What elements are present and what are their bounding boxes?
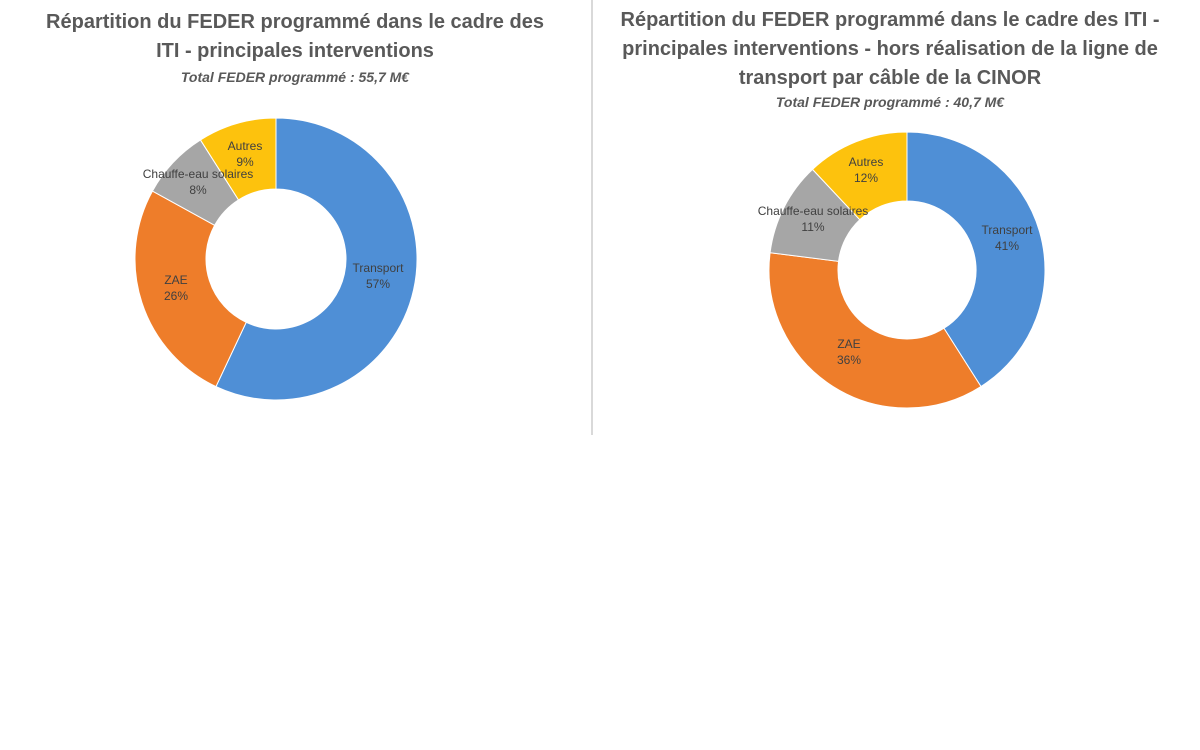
panel-divider bbox=[591, 0, 593, 435]
chart-panel-2: Répartition du FEDER programmé dans le c… bbox=[595, 0, 1185, 435]
slice-category-label: Chauffe-eau solaires bbox=[143, 167, 254, 181]
donut-slice-zae bbox=[768, 252, 982, 409]
chart-subtitle: Total FEDER programmé : 55,7 M€ bbox=[180, 69, 410, 85]
slice-category-label: Transport bbox=[982, 223, 1034, 237]
slice-value-label: 9% bbox=[236, 155, 254, 169]
slice-value-label: 12% bbox=[854, 171, 878, 185]
slice-category-label: Autres bbox=[849, 155, 884, 169]
donut-slice-transport bbox=[215, 117, 418, 401]
donut-chart: Transport 57% ZAE 26% Chauffe-eau solaires 8%… bbox=[134, 117, 418, 401]
donut-slice-transport bbox=[906, 131, 1046, 388]
donut-chart: Transport 41% ZAE 36% Chauffe-eau solaires 11… bbox=[758, 131, 1046, 409]
slice-category-label: ZAE bbox=[837, 337, 860, 351]
chart-title: Répartition du FEDER programmé dans le c… bbox=[620, 9, 1160, 89]
donut-slice-autres bbox=[199, 117, 277, 201]
chart-panel-1: Répartition du FEDER programmé dans le c… bbox=[0, 0, 590, 435]
slice-category-label: ZAE bbox=[164, 273, 187, 287]
slice-value-label: 8% bbox=[189, 183, 207, 197]
chart-title: Répartition du FEDER programmé dans le c… bbox=[46, 11, 544, 62]
slice-value-label: 41% bbox=[995, 239, 1019, 253]
chart-subtitle: Total FEDER programmé : 40,7 M€ bbox=[775, 94, 1005, 110]
slice-value-label: 57% bbox=[366, 277, 390, 291]
donut-slice-zae bbox=[134, 190, 247, 388]
slice-value-label: 26% bbox=[164, 289, 188, 303]
slice-value-label: 11% bbox=[801, 220, 824, 234]
slice-category-label: Chauffe-eau solaires bbox=[758, 204, 869, 218]
donut-slice-autres bbox=[811, 131, 908, 221]
slice-category-label: Transport bbox=[353, 261, 405, 275]
slice-value-label: 36% bbox=[837, 353, 861, 367]
slice-category-label: Autres bbox=[228, 139, 263, 153]
